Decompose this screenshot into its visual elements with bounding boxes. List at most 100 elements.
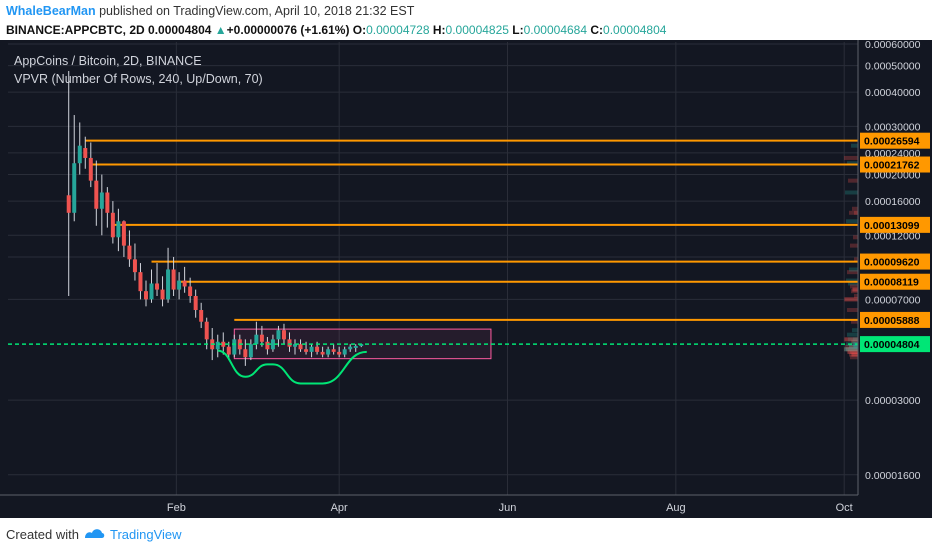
y-tick-label: 0.00007000 — [865, 294, 921, 306]
open-label: O: — [352, 23, 367, 37]
last-price: 0.00004804 — [148, 23, 212, 37]
volume-profile-bar — [852, 206, 858, 211]
volume-profile-bar — [851, 319, 858, 324]
legend-title: AppCoins / Bitcoin, 2D, BINANCE — [14, 54, 202, 68]
candle-body — [155, 283, 160, 290]
volume-profile-bar — [849, 267, 858, 272]
tradingview-brand[interactable]: TradingView — [110, 527, 182, 542]
author-name[interactable]: WhaleBearMan — [6, 4, 96, 18]
x-tick-label: Apr — [331, 502, 348, 514]
candle-body — [359, 344, 364, 347]
price-chart[interactable]: 0.00060000 0.00050000 0.00040000 0.00030000… — [0, 40, 932, 518]
candle-body — [265, 341, 270, 350]
level-price-tag — [860, 273, 930, 290]
level-price-label: 0.00026594 — [864, 136, 920, 148]
price-change: +0.00000076 (+1.61%) — [226, 23, 350, 37]
candle-body — [193, 296, 198, 311]
chart-header: WhaleBearMan published on TradingView.co… — [0, 0, 932, 40]
candle-body — [83, 148, 88, 158]
volume-profile-bar — [846, 347, 858, 352]
volume-profile-bar — [848, 281, 858, 286]
volume-profile-bar — [844, 347, 858, 352]
volume-profile-bar — [844, 337, 858, 342]
volume-profile-bar — [853, 343, 858, 348]
volume-profile-bar — [844, 297, 858, 302]
volume-profile-bar — [849, 344, 858, 349]
created-with-text: Created with — [6, 527, 79, 542]
candle-body — [221, 341, 226, 347]
candle-body — [281, 330, 286, 340]
candle-body — [309, 346, 314, 352]
volume-profile-bar — [848, 347, 858, 352]
level-price-label: 0.00008119 — [864, 277, 919, 289]
volume-profile-bar — [852, 352, 858, 357]
candle-body — [143, 291, 148, 300]
volume-profile-bar — [844, 347, 858, 352]
candle-body — [348, 346, 353, 350]
volume-profile-bar — [846, 347, 858, 352]
candle-body — [353, 345, 358, 348]
volume-profile-bar — [847, 308, 858, 313]
volume-profile-bar — [851, 289, 858, 294]
x-tick-label: Feb — [167, 502, 186, 514]
volume-profile-bar — [849, 352, 858, 357]
candle-body — [259, 334, 264, 342]
volume-profile-bar — [850, 355, 858, 360]
candle-body — [320, 351, 325, 355]
volume-profile-bar — [854, 344, 858, 349]
volume-profile-bar — [846, 219, 858, 224]
volume-profile-bar — [851, 143, 858, 148]
volume-profile-bar — [845, 347, 858, 352]
volume-profile-bar — [852, 339, 858, 344]
candle-body — [66, 195, 71, 213]
candle-body — [149, 283, 154, 300]
candle-body — [315, 346, 320, 352]
volume-profile-bar — [844, 155, 858, 160]
high-value: 0.00004825 — [445, 23, 509, 37]
volume-profile-bar — [847, 270, 858, 275]
chart-panel[interactable]: 0.00060000 0.00050000 0.00040000 0.00030000… — [0, 40, 932, 518]
publish-info: WhaleBearMan published on TradingView.co… — [6, 4, 414, 18]
high-label: H: — [432, 23, 446, 37]
volume-profile-bar — [854, 294, 858, 299]
candle-body — [88, 157, 93, 181]
volume-profile-bar — [853, 287, 858, 292]
volume-profile-bar — [847, 349, 858, 354]
y-tick-label: 0.00030000 — [865, 121, 921, 133]
level-price-label: 0.00021762 — [864, 160, 920, 172]
volume-profile-bar — [853, 235, 858, 240]
candle-body — [182, 280, 187, 287]
volume-profile-bar — [848, 349, 858, 354]
volume-profile-bar — [848, 337, 858, 342]
volume-profile-bar — [849, 344, 858, 349]
double-bottom-curve[interactable] — [217, 349, 367, 385]
y-tick-label: 0.00060000 — [865, 40, 921, 51]
y-tick-label: 0.00003000 — [865, 395, 921, 407]
candle-body — [215, 341, 220, 350]
volume-profile-bar — [847, 332, 858, 337]
footer: Created with TradingView — [0, 518, 932, 550]
candle-body — [188, 286, 193, 297]
low-label: L: — [512, 23, 524, 37]
current-price-label: 0.00004804 — [864, 339, 920, 351]
open-value: 0.00004728 — [366, 23, 430, 37]
candle-body — [337, 351, 342, 355]
x-tick-label: Aug — [666, 502, 686, 514]
y-tick-label: 0.00016000 — [865, 196, 921, 208]
volume-profile-bar — [851, 339, 858, 344]
volume-profile-bar — [845, 337, 858, 342]
tradingview-logo-icon[interactable] — [82, 525, 106, 541]
legend-indicator[interactable]: VPVR (Number Of Rows, 240, Up/Down, 70) — [14, 72, 263, 86]
candle-body — [99, 192, 104, 209]
candle-body — [270, 339, 275, 350]
volume-profile-bar — [852, 328, 858, 333]
candle-body — [232, 339, 237, 355]
level-price-label: 0.00005888 — [864, 315, 920, 327]
published-text: published on TradingView.com, April 10, … — [99, 4, 415, 18]
candle-body — [287, 339, 292, 347]
candle-body — [298, 344, 303, 350]
candle-body — [326, 349, 331, 355]
volume-profile-bar — [850, 284, 858, 289]
candle-body — [304, 349, 309, 352]
candle-body — [138, 272, 143, 292]
